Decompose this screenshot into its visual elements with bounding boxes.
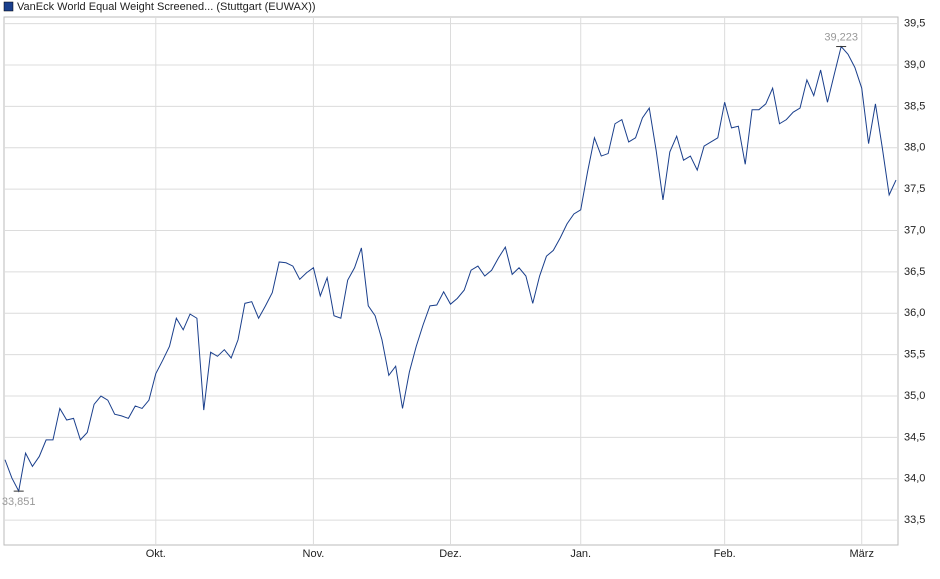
y-tick-label: 35,5	[904, 349, 925, 361]
x-tick-label: Nov.	[303, 548, 325, 560]
legend-label: VanEck World Equal Weight Screened... (S…	[17, 1, 316, 13]
y-tick-label: 34,5	[904, 431, 925, 443]
annotation: 33,851	[2, 496, 36, 508]
y-tick-label: 36,5	[904, 266, 925, 278]
y-tick-label: 36,0	[904, 307, 925, 319]
y-tick-label: 34,0	[904, 473, 925, 485]
x-tick-label: Okt.	[146, 548, 166, 560]
y-tick-label: 39,5	[904, 18, 925, 30]
y-tick-label: 38,5	[904, 100, 925, 112]
x-tick-label: Dez.	[439, 548, 462, 560]
y-tick-label: 39,0	[904, 59, 925, 71]
y-tick-label: 35,0	[904, 390, 925, 402]
y-tick-label: 38,0	[904, 142, 925, 154]
y-tick-label: 37,0	[904, 224, 925, 236]
x-tick-label: Jan.	[570, 548, 591, 560]
price-line	[4, 45, 897, 493]
y-tick-label: 33,5	[904, 514, 925, 526]
x-tick-label: März	[850, 548, 874, 560]
x-tick-label: Feb.	[714, 548, 736, 560]
legend-swatch	[3, 1, 14, 12]
annotation: 39,223	[824, 31, 858, 43]
y-tick-label: 37,5	[904, 183, 925, 195]
